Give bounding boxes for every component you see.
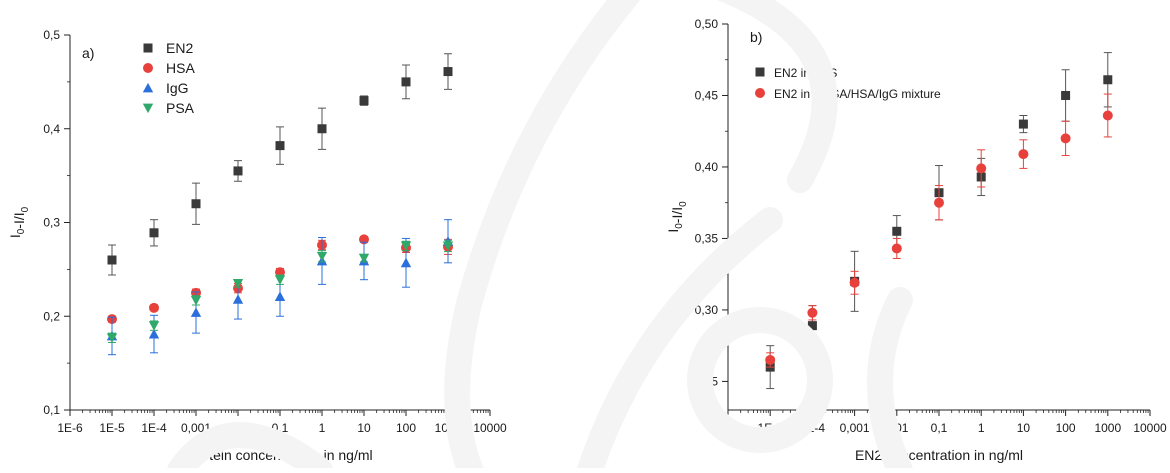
series-en2 — [107, 53, 453, 276]
data-point — [443, 67, 453, 77]
series-igg — [106, 219, 454, 356]
x-tick-label: 0,01 — [885, 421, 909, 435]
legend-label: EN2 — [166, 40, 193, 56]
y-tick-label: 0,30 — [695, 303, 719, 317]
x-tick-label: 10 — [357, 421, 371, 435]
y-axis-title: I0-I/I0 — [7, 206, 31, 238]
data-point — [976, 163, 987, 174]
legend-marker — [143, 63, 153, 73]
x-tick-label: 1E-6 — [715, 421, 741, 435]
data-point — [1060, 133, 1071, 144]
y-tick-label: 0,40 — [695, 160, 719, 174]
y-tick-label: 0,35 — [695, 231, 719, 245]
data-point — [359, 96, 369, 106]
x-tick-label: 0,001 — [181, 421, 211, 435]
x-tick-label: 1E-4 — [800, 421, 826, 435]
y-tick-label: 0,5 — [43, 28, 60, 42]
y-tick-label: 0,2 — [43, 309, 60, 323]
data-point — [149, 228, 159, 238]
x-tick-label: 1000 — [1094, 421, 1121, 435]
data-point — [1018, 149, 1029, 160]
y-tick-label: 0,45 — [695, 88, 719, 102]
data-point — [401, 77, 411, 87]
data-point — [807, 307, 818, 318]
data-point — [274, 275, 286, 285]
data-point — [274, 291, 286, 301]
x-tick-label: 0,1 — [931, 421, 948, 435]
x-tick-label: 1E-5 — [99, 421, 125, 435]
y-tick-label: 0,1 — [43, 403, 60, 417]
panel-label: b) — [750, 29, 762, 45]
x-axis-title: EN2 concentration in ng/ml — [855, 447, 1023, 463]
data-point — [1102, 110, 1113, 121]
chart-panel-1: 1E-6 1E-5 1E-4 0,001 0,01 0,1 1 10 100 1000 10000 0… — [7, 28, 507, 463]
x-tick-label: 1 — [319, 421, 326, 435]
x-tick-label: 10 — [1017, 421, 1031, 435]
data-point — [1018, 119, 1028, 129]
legend-label: HSA — [166, 60, 195, 76]
x-tick-label: 1000 — [435, 421, 462, 435]
y-tick-label: 0,4 — [43, 122, 60, 136]
x-tick-label: 0,01 — [226, 421, 250, 435]
x-tick-label: 1E-6 — [57, 421, 83, 435]
legend-label: EN2 in PBS — [774, 66, 837, 80]
data-point — [400, 241, 412, 252]
data-point — [148, 328, 160, 339]
legend-marker — [142, 82, 154, 93]
series-en2-in-pbs — [765, 52, 1113, 390]
y-tick-label: 0,50 — [695, 17, 719, 31]
legend-marker — [755, 67, 765, 77]
data-point — [400, 257, 412, 268]
y-tick-label: 0,3 — [43, 216, 60, 230]
data-point — [275, 141, 285, 151]
x-tick-label: 10000 — [1133, 421, 1167, 435]
data-point — [934, 197, 944, 208]
data-point — [1061, 90, 1071, 100]
x-tick-label: 100 — [396, 421, 416, 435]
data-point — [1103, 75, 1113, 85]
legend-marker — [142, 103, 154, 114]
chart-panel-2: 1E-6 1E-5 1E-4 0,001 0,01 0,1 1 10 100 1000 10000 0… — [665, 17, 1167, 463]
legend-marker — [143, 43, 153, 53]
series-psa — [106, 239, 454, 343]
legend-label: IgG — [166, 80, 189, 96]
data-point — [232, 294, 244, 304]
x-tick-label: 1 — [978, 421, 985, 435]
data-point — [358, 253, 370, 264]
x-tick-label: 1E-4 — [141, 421, 167, 435]
y-axis-title: I0-I/I0 — [665, 201, 689, 233]
x-tick-label: 0,001 — [840, 421, 870, 435]
x-tick-label: 1E-5 — [758, 421, 784, 435]
legend: EN2 HSA IgG PSA — [142, 40, 195, 116]
data-point — [849, 277, 860, 288]
x-tick-label: 0,1 — [272, 421, 289, 435]
data-point — [891, 243, 902, 254]
legend-marker — [755, 88, 765, 98]
data-point — [106, 333, 118, 343]
x-tick-label: 100 — [1056, 421, 1076, 435]
data-point — [316, 251, 328, 262]
data-point — [190, 295, 202, 306]
data-point — [148, 321, 160, 331]
series-en2-in-a-psa-hsa-igg-mixture — [765, 93, 1113, 368]
data-point — [317, 124, 327, 134]
panel-label: a) — [82, 45, 94, 61]
legend: EN2 in PBS EN2 in a PSA/HSA/IgG mixture — [755, 66, 941, 101]
data-point — [892, 226, 902, 236]
data-point — [190, 307, 202, 317]
data-point — [149, 302, 159, 313]
data-point — [107, 255, 117, 265]
data-point — [191, 199, 201, 209]
data-point — [807, 321, 817, 331]
x-axis-title: Protein concentration in ng/ml — [187, 447, 372, 463]
legend-label: EN2 in a PSA/HSA/IgG mixture — [774, 87, 941, 101]
data-point — [232, 279, 244, 289]
x-tick-label: 10000 — [473, 421, 507, 435]
data-point — [765, 354, 776, 365]
legend-label: PSA — [166, 100, 195, 116]
y-tick-label: 0,25 — [695, 374, 719, 388]
data-point — [233, 166, 243, 176]
